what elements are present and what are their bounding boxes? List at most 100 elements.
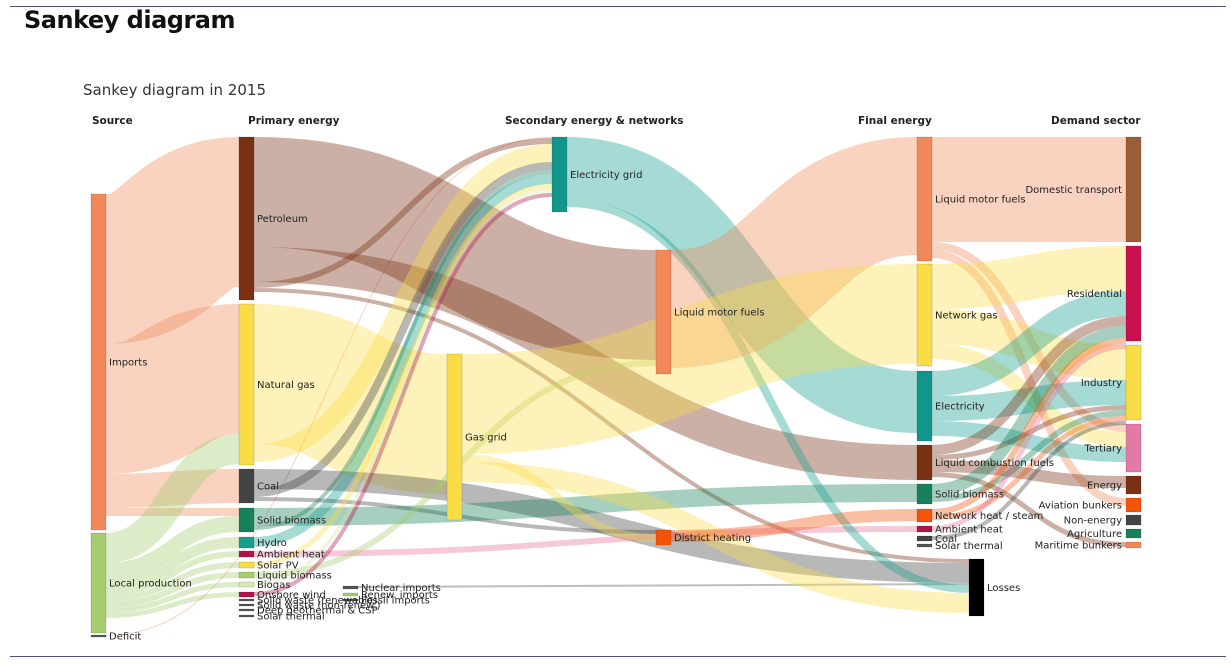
node-fossilimp[interactable] — [342, 598, 359, 602]
node-nuclear[interactable] — [342, 585, 359, 590]
link-electricity-residential[interactable] — [931, 291, 1127, 396]
link-local-solarpv[interactable] — [105, 562, 240, 602]
link-nuclear-losses[interactable] — [357, 583, 970, 588]
node-coalfinal[interactable] — [916, 535, 933, 542]
link-netgas-residential[interactable] — [931, 246, 1127, 309]
link-elgrid-losses[interactable] — [566, 199, 970, 593]
link-biogas-elgrid[interactable] — [253, 189, 553, 586]
link-liqcomb-energy[interactable] — [931, 460, 1127, 488]
node-label-domtrans: Domestic transport — [1025, 185, 1122, 196]
node-natgas[interactable] — [238, 303, 255, 466]
node-ambfinal[interactable] — [916, 525, 933, 533]
link-solidbio-elgrid[interactable] — [253, 170, 553, 530]
link-ambient-ambfinal[interactable] — [253, 526, 918, 557]
node-local[interactable] — [90, 532, 107, 634]
node-liqcomb[interactable] — [916, 444, 933, 481]
link-netgas-industry[interactable] — [931, 309, 1127, 380]
link-coal-losses[interactable] — [253, 469, 970, 583]
link-gasgrid-distheat[interactable] — [461, 454, 657, 542]
link-natgas-gasgrid[interactable] — [251, 304, 450, 494]
node-netheat[interactable] — [916, 508, 933, 523]
link-gasgrid-netgas[interactable] — [461, 264, 918, 454]
link-sbfinal-industry[interactable] — [931, 410, 1127, 502]
node-liqbio[interactable] — [238, 571, 255, 579]
node-label-netgas: Network gas — [935, 311, 998, 322]
link-electricity-tertiary[interactable] — [931, 421, 1127, 462]
node-lmf[interactable] — [916, 136, 933, 262]
link-local-hydro[interactable] — [105, 537, 240, 590]
node-energy[interactable] — [1125, 475, 1142, 495]
node-swren[interactable] — [238, 598, 255, 602]
link-natgas-elgrid[interactable] — [253, 144, 553, 462]
link-local-natgas[interactable] — [104, 434, 241, 563]
node-coal[interactable] — [238, 468, 255, 504]
link-coal-elgrid[interactable] — [253, 162, 553, 497]
node-netgas[interactable] — [916, 263, 933, 367]
link-sbfinal-residential[interactable] — [931, 326, 1127, 496]
link-netheat-residential[interactable] — [931, 338, 1127, 515]
node-biogas[interactable] — [238, 581, 255, 588]
link-ambfinal-residential[interactable] — [931, 344, 1127, 531]
link-liqcomb-industry[interactable] — [931, 405, 1127, 460]
node-solarpv[interactable] — [238, 561, 255, 569]
link-imports-natgas[interactable] — [103, 304, 242, 474]
link-local-onshore[interactable] — [105, 592, 240, 618]
node-solarth1[interactable] — [238, 614, 255, 618]
node-maritime[interactable] — [1125, 541, 1142, 549]
link-imports-petroleum[interactable] — [101, 137, 244, 344]
node-aviation[interactable] — [1125, 497, 1142, 513]
link-liqcomb-maritime[interactable] — [931, 472, 1127, 547]
link-petroleum-losses[interactable] — [253, 288, 970, 563]
node-elgrid[interactable] — [551, 136, 568, 213]
node-agri[interactable] — [1125, 528, 1142, 539]
link-local-liqbio[interactable] — [105, 572, 240, 608]
node-deepgeo[interactable] — [238, 608, 255, 612]
link-gasgrid-losses[interactable] — [461, 462, 970, 613]
node-hydro[interactable] — [238, 536, 255, 549]
node-sbfinal[interactable] — [916, 483, 933, 505]
link-coalfinal-industry[interactable] — [931, 421, 1127, 540]
link-lmf2-lmf[interactable] — [668, 137, 920, 368]
node-electricity[interactable] — [916, 370, 933, 442]
node-label-coalfinal: Coal — [935, 534, 957, 545]
node-renewimp[interactable] — [342, 592, 359, 597]
link-deficit-elgrid[interactable] — [105, 137, 553, 636]
node-solidbio[interactable] — [238, 507, 255, 533]
node-losses[interactable] — [968, 558, 985, 617]
node-residential[interactable] — [1125, 245, 1142, 342]
node-deficit[interactable] — [90, 634, 107, 638]
node-tertiary[interactable] — [1125, 423, 1142, 473]
node-ambient[interactable] — [238, 550, 255, 558]
link-liqcomb-residential[interactable] — [931, 316, 1127, 455]
node-lmf2[interactable] — [655, 249, 672, 375]
node-petroleum[interactable] — [238, 136, 255, 301]
link-solidbio-sbfinal[interactable] — [253, 484, 918, 526]
link-lmf-tertiary[interactable] — [931, 242, 1127, 432]
node-swnonren[interactable] — [238, 603, 255, 607]
node-gasgrid[interactable] — [446, 353, 463, 521]
node-solarth2[interactable] — [916, 543, 933, 548]
link-electricity-industry[interactable] — [931, 380, 1127, 421]
link-local-biogas[interactable] — [105, 582, 240, 613]
link-netgas-tertiary[interactable] — [931, 344, 1127, 447]
node-onshore[interactable] — [238, 591, 255, 598]
link-imports-coal[interactable] — [105, 469, 240, 508]
node-imports[interactable] — [90, 193, 107, 531]
node-domtrans[interactable] — [1125, 136, 1142, 243]
link-lmf-aviation[interactable] — [931, 250, 1127, 506]
link-hydro-elgrid[interactable] — [253, 174, 553, 547]
node-label-lmf: Liquid motor fuels — [935, 195, 1026, 206]
link-solarpv-elgrid[interactable] — [253, 184, 553, 567]
link-petroleum-elgrid[interactable] — [253, 138, 553, 288]
link-local-ambient[interactable] — [105, 551, 240, 596]
link-onshore-elgrid[interactable] — [253, 193, 553, 596]
link-local-solidbio[interactable] — [105, 516, 240, 579]
link-petroleum-lmf2[interactable] — [253, 137, 657, 360]
node-industry[interactable] — [1125, 344, 1142, 421]
link-netheat-industry[interactable] — [931, 416, 1127, 520]
link-petroleum-liqcomb[interactable] — [253, 247, 918, 480]
node-nonenergy[interactable] — [1125, 514, 1142, 526]
node-distheat[interactable] — [655, 529, 672, 546]
link-distheat-netheat[interactable] — [670, 509, 918, 542]
link-elgrid-electricity[interactable] — [565, 137, 919, 433]
